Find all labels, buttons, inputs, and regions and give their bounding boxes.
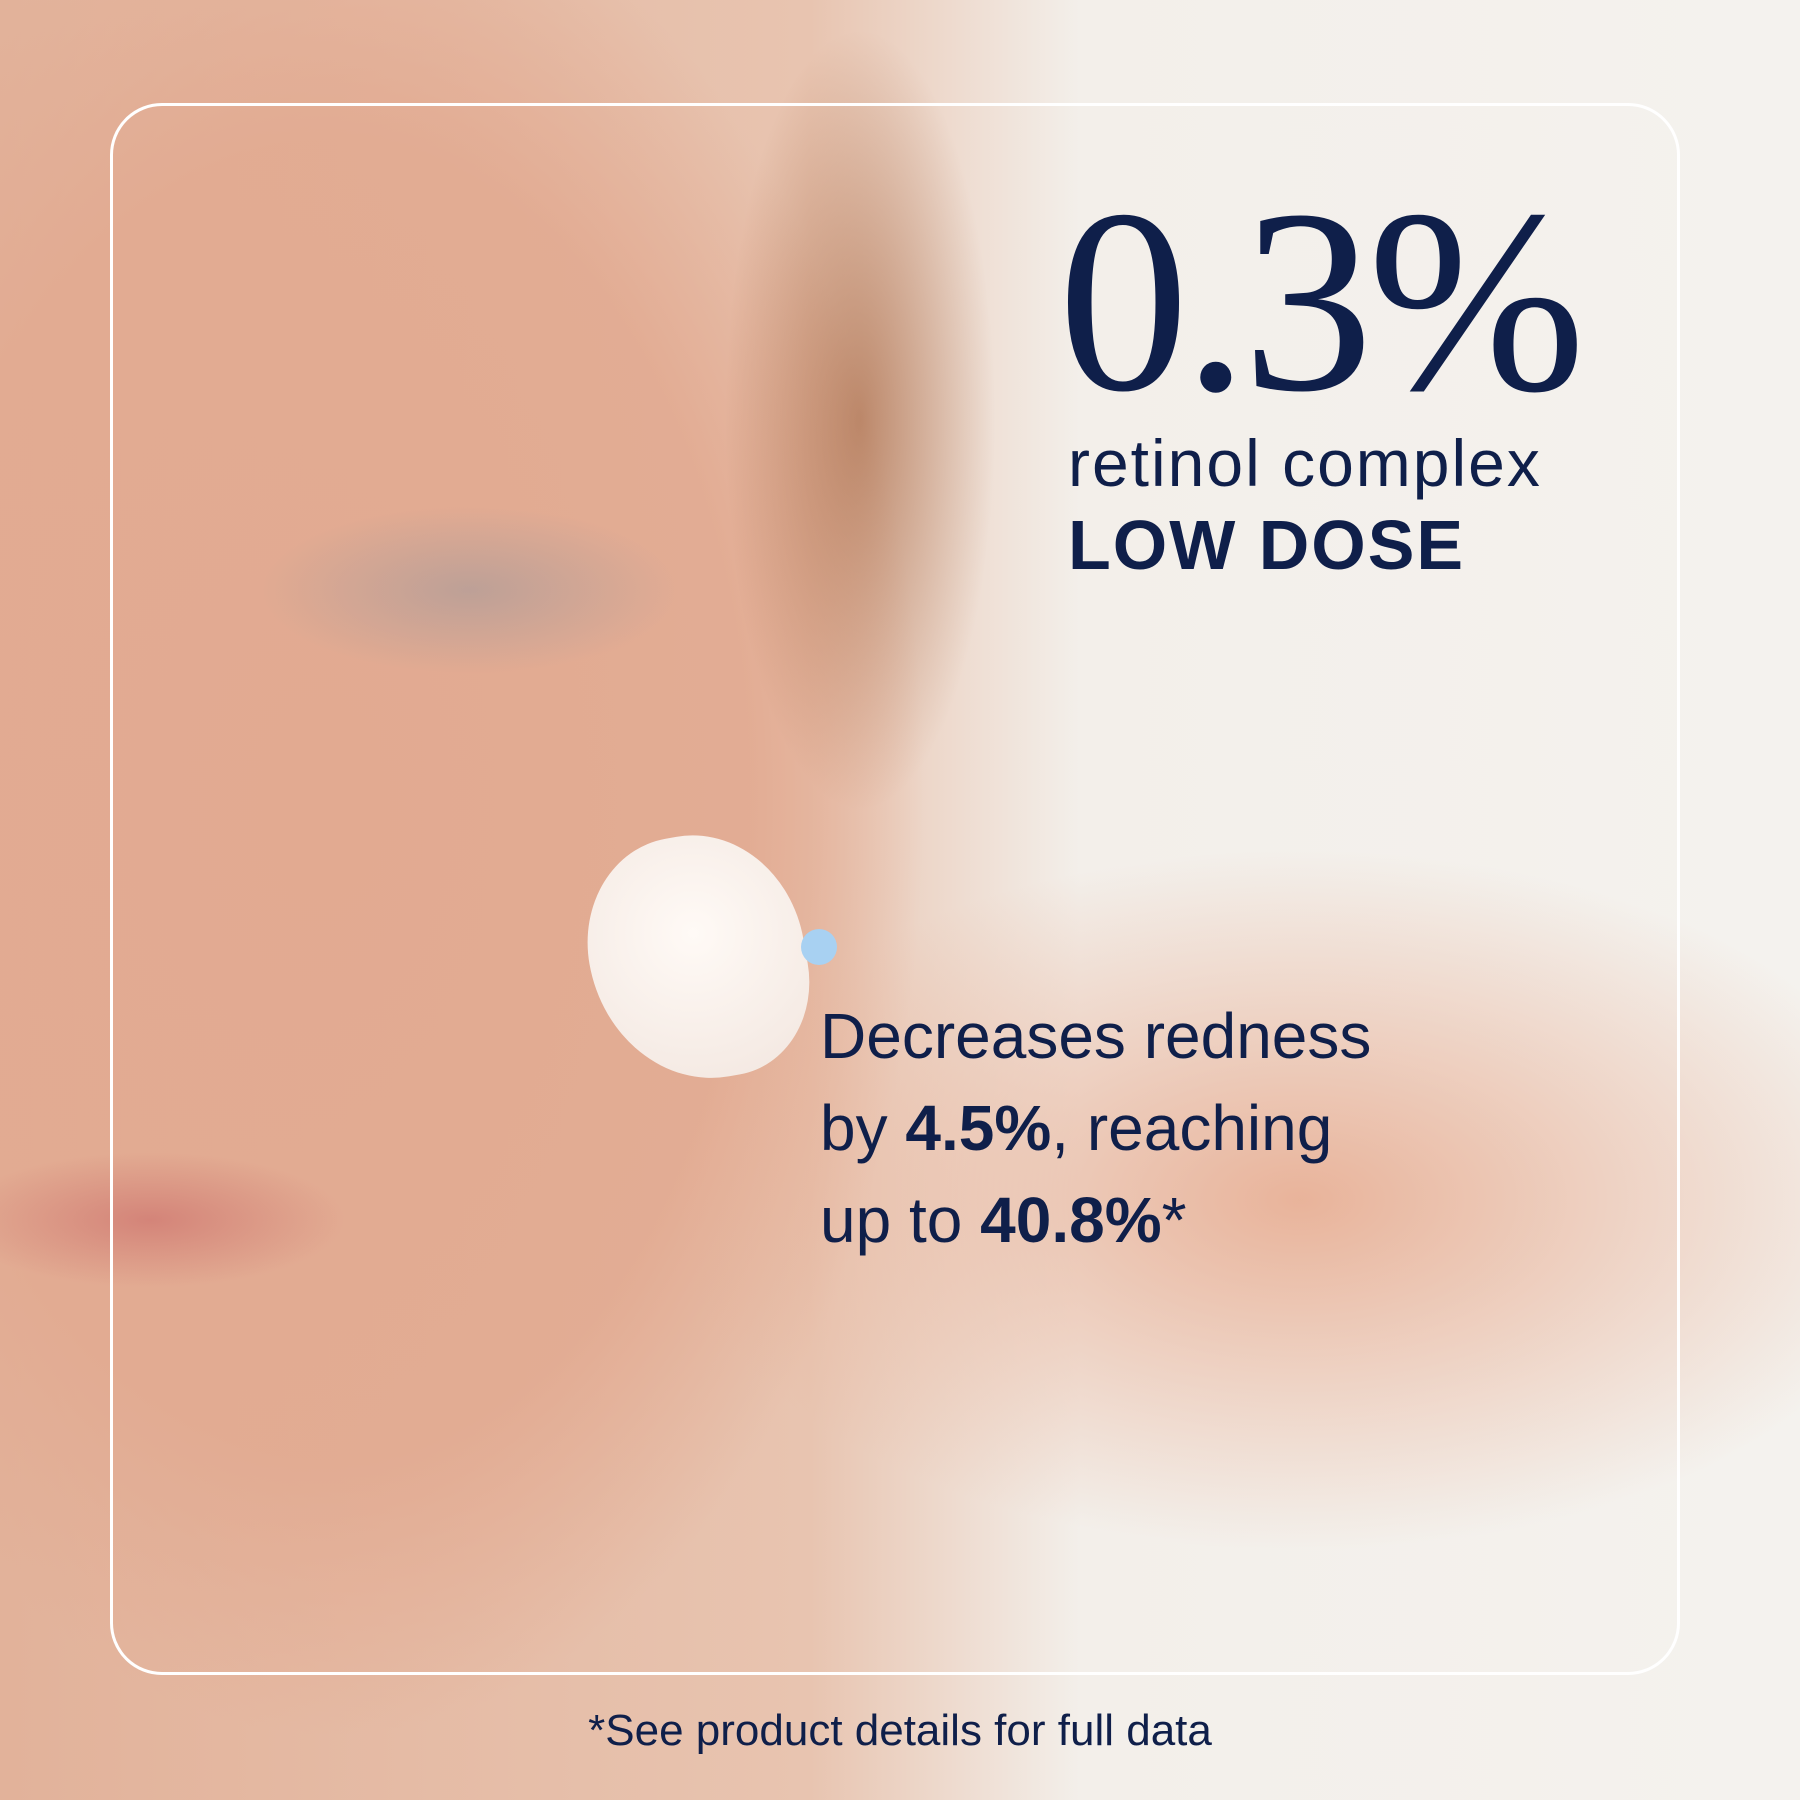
callout-dot — [801, 929, 837, 965]
claim-line-3: up to 40.8%* — [820, 1174, 1371, 1266]
claim-text: Decreases redness by 4.5%, reaching up t… — [820, 990, 1371, 1266]
claim-line-2: by 4.5%, reaching — [820, 1082, 1371, 1174]
headline-dose: LOW DOSE — [1068, 506, 1466, 584]
rounded-frame — [110, 103, 1680, 1675]
claim-text-part: , reaching — [1051, 1092, 1333, 1164]
claim-line-1: Decreases redness — [820, 1000, 1372, 1072]
footnote: *See product details for full data — [588, 1706, 1212, 1755]
claim-text-part: by — [820, 1092, 906, 1164]
claim-text-part: * — [1161, 1184, 1187, 1256]
claim-text-part: up to — [820, 1184, 981, 1256]
headline-subtitle: retinol complex — [1068, 426, 1542, 500]
headline-percentage: 0.3% — [1058, 156, 1586, 446]
claim-stat-1: 4.5% — [905, 1092, 1052, 1164]
claim-stat-2: 40.8% — [980, 1184, 1162, 1256]
